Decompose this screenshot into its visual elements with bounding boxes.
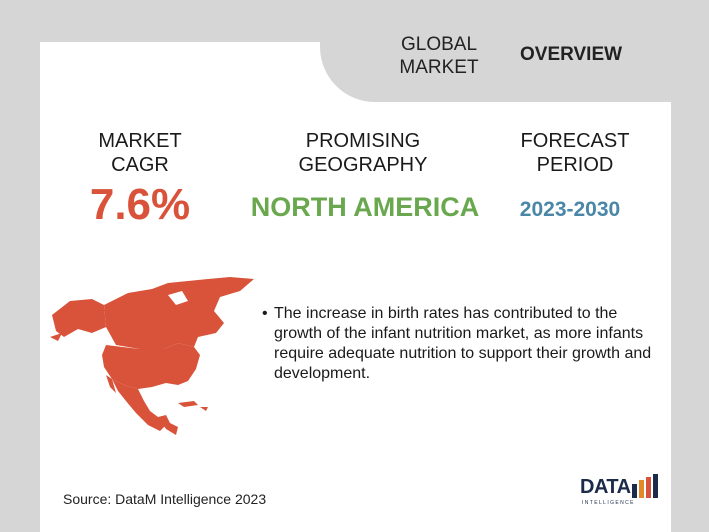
source-citation: Source: DataM Intelligence 2023 bbox=[63, 491, 267, 507]
cagr-label: MARKET CAGR bbox=[98, 130, 182, 176]
logo-subtitle: INTELLIGENCE bbox=[582, 500, 635, 506]
geography-label: PROMISING GEOGRAPHY bbox=[298, 130, 428, 176]
header-tab bbox=[320, 10, 709, 102]
overview-card bbox=[40, 42, 671, 532]
forecast-period-value: 2023-2030 bbox=[519, 198, 621, 221]
logo-bars-icon bbox=[632, 474, 658, 498]
geography-value: NORTH AMERICA bbox=[250, 192, 480, 222]
key-insight-bullet: • The increase in birth rates has contri… bbox=[262, 304, 662, 384]
datam-logo-icon: DATA INTELLIGENCE bbox=[580, 474, 660, 512]
logo-word: DATA bbox=[580, 476, 631, 498]
header-overview: OVERVIEW bbox=[520, 44, 623, 65]
cagr-value: 7.6% bbox=[89, 180, 191, 229]
header-global-market: GLOBAL MARKET bbox=[399, 34, 479, 78]
forecast-period-label: FORECAST PERIOD bbox=[520, 130, 630, 176]
north-america-map-icon bbox=[50, 277, 254, 435]
bullet-marker: • bbox=[262, 305, 268, 322]
bullet-text: The increase in birth rates has contribu… bbox=[274, 305, 652, 382]
